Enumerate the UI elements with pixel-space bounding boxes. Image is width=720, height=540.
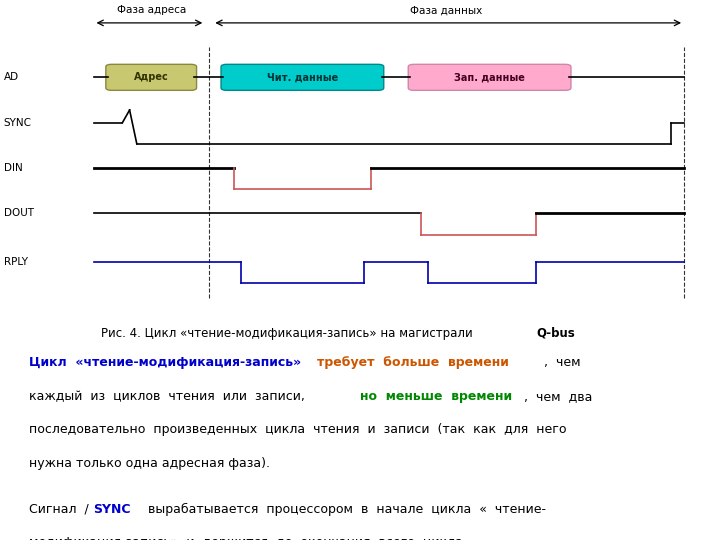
Text: SYNC: SYNC — [4, 118, 32, 127]
Text: Рис. 4. Цикл «чтение-модификация-запись» на магистрали: Рис. 4. Цикл «чтение-модификация-запись»… — [101, 327, 477, 340]
Text: нужна только одна адресная фаза).: нужна только одна адресная фаза). — [29, 457, 270, 470]
Text: Фаза данных: Фаза данных — [410, 5, 482, 15]
Text: ,  чем: , чем — [544, 356, 580, 369]
Text: последовательно  произведенных  цикла  чтения  и  записи  (так  как  для  него: последовательно произведенных цикла чтен… — [29, 423, 567, 436]
FancyBboxPatch shape — [106, 64, 197, 90]
Text: Q-bus: Q-bus — [536, 327, 575, 340]
Text: Адрес: Адрес — [134, 72, 168, 82]
FancyBboxPatch shape — [408, 64, 571, 90]
Text: Фаза адреса: Фаза адреса — [117, 5, 186, 15]
Text: вырабатывается  процессором  в  начале  цикла  «  чтение-: вырабатывается процессором в начале цикл… — [140, 503, 546, 516]
Text: модификация-запись»  и  держится  до  окончания  всего  цикла.: модификация-запись» и держится до оконча… — [29, 536, 467, 540]
Text: Чит. данные: Чит. данные — [267, 72, 338, 82]
Text: но  меньше  времени: но меньше времени — [360, 390, 516, 403]
Text: DIN: DIN — [4, 163, 22, 173]
FancyBboxPatch shape — [221, 64, 384, 90]
Text: Цикл  «чтение-модификация-запись»: Цикл «чтение-модификация-запись» — [29, 356, 305, 369]
Text: каждый  из  циклов  чтения  или  записи,: каждый из циклов чтения или записи, — [29, 390, 305, 403]
Text: ,  чем  два: , чем два — [524, 390, 593, 403]
Text: AD: AD — [4, 72, 19, 82]
Text: DOUT: DOUT — [4, 208, 34, 218]
Text: RPLY: RPLY — [4, 257, 27, 267]
Text: Зап. данные: Зап. данные — [454, 72, 525, 82]
Text: SYNC: SYNC — [94, 503, 131, 516]
Text: требует  больше  времени: требует больше времени — [317, 356, 513, 369]
Text: Сигнал  /: Сигнал / — [29, 503, 96, 516]
